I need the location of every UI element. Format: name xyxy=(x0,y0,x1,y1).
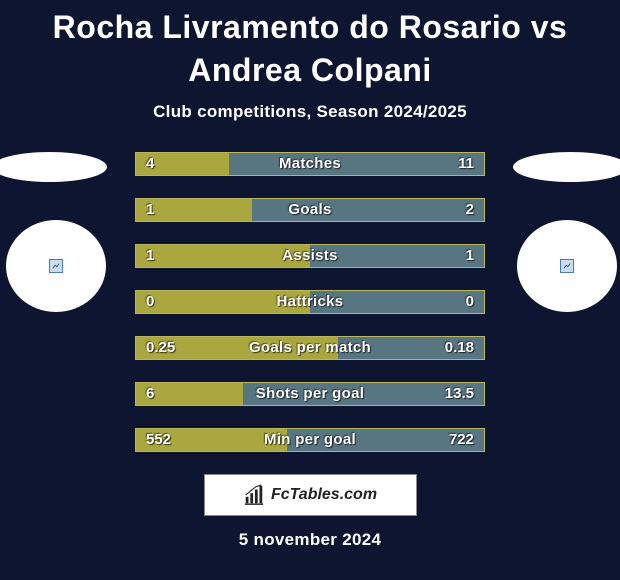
ellipse-decoration xyxy=(513,152,620,182)
stat-row: 12Goals xyxy=(135,198,485,222)
subtitle: Club competitions, Season 2024/2025 xyxy=(0,102,620,122)
stat-label: Matches xyxy=(136,153,484,175)
image-placeholder-icon xyxy=(560,259,574,273)
image-placeholder-icon xyxy=(49,259,63,273)
bar-chart-icon xyxy=(243,484,265,506)
stat-row: 0.250.18Goals per match xyxy=(135,336,485,360)
page-title: Rocha Livramento do Rosario vs Andrea Co… xyxy=(0,0,620,92)
brand-label: FcTables.com xyxy=(271,486,377,504)
stat-label: Min per goal xyxy=(136,429,484,451)
stat-label: Hattricks xyxy=(136,291,484,313)
stat-row: 11Assists xyxy=(135,244,485,268)
stat-row: 552722Min per goal xyxy=(135,428,485,452)
stat-label: Assists xyxy=(136,245,484,267)
stat-row: 411Matches xyxy=(135,152,485,176)
player-graphic-right xyxy=(513,152,620,312)
stat-label: Goals per match xyxy=(136,337,484,359)
ellipse-decoration xyxy=(0,152,107,182)
stat-row: 613.5Shots per goal xyxy=(135,382,485,406)
stat-label: Shots per goal xyxy=(136,383,484,405)
bars-container: 411Matches 12Goals 11Assists 00Hattricks 0.2… xyxy=(135,152,485,452)
stat-label: Goals xyxy=(136,199,484,221)
date-label: 5 november 2024 xyxy=(0,530,620,550)
comparison-chart: 411Matches 12Goals 11Assists 00Hattricks 0.2… xyxy=(0,152,620,452)
stat-row: 00Hattricks xyxy=(135,290,485,314)
player-graphic-left xyxy=(0,152,107,312)
brand-footer[interactable]: FcTables.com xyxy=(204,474,417,516)
